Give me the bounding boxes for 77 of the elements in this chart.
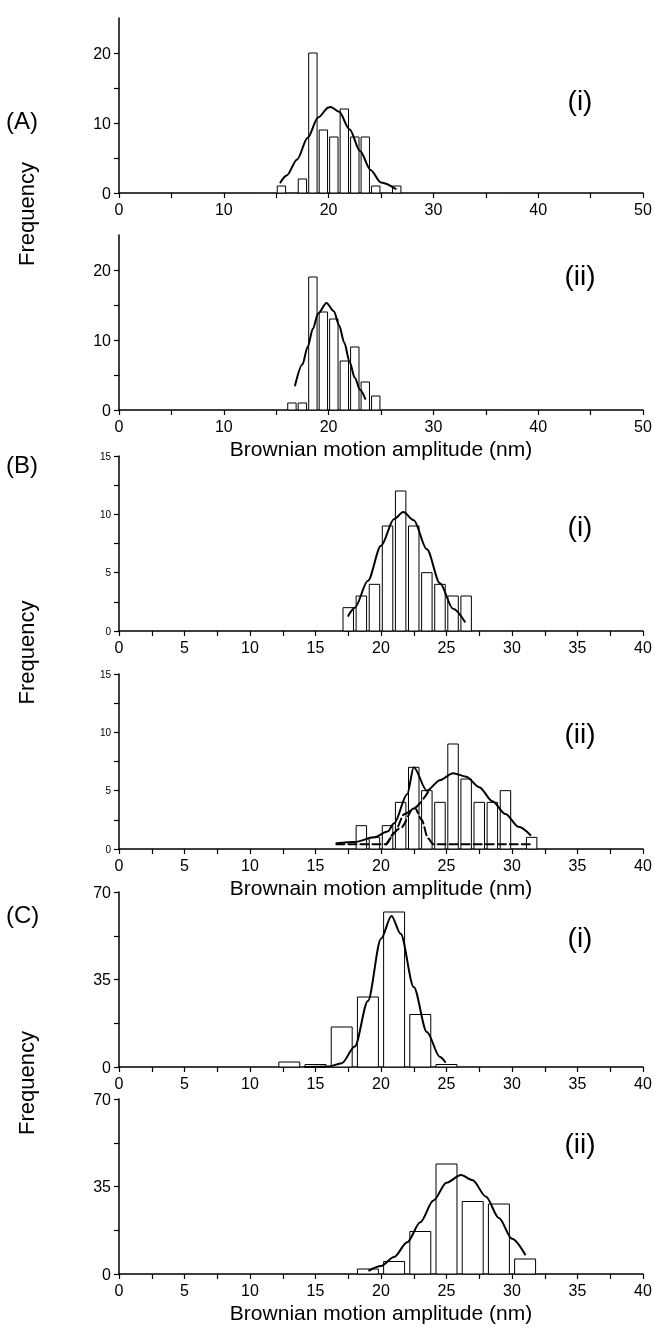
x-tick-label: 40 <box>634 1281 652 1299</box>
y-tick-label: 20 <box>93 261 112 279</box>
x-tick-label: 30 <box>424 417 443 435</box>
x-tick-label: 35 <box>568 638 587 656</box>
x-tick-label: 20 <box>372 1074 390 1092</box>
x-tick-label: 10 <box>214 417 233 435</box>
x-tick-label: 35 <box>568 1074 587 1092</box>
y-tick-label: 15 <box>99 450 112 462</box>
x-tick-label: 30 <box>503 1074 521 1092</box>
y-tick-label: 10 <box>93 114 112 132</box>
x-tick-label: 20 <box>319 200 338 218</box>
x-tick-label: 40 <box>529 417 548 435</box>
x-tick-label: 10 <box>241 856 259 874</box>
x-tick-label: 5 <box>180 1281 190 1299</box>
x-tick-label: 15 <box>306 638 325 656</box>
x-tick-label: 20 <box>372 638 390 656</box>
chart-title: (B) <box>6 450 38 478</box>
x-tick-label: 30 <box>503 638 521 656</box>
x-tick-label: 15 <box>306 1074 325 1092</box>
x-tick-label: 30 <box>503 1281 521 1299</box>
y-axis-title: Frequency <box>13 1031 39 1135</box>
x-tick-label: 35 <box>568 1281 587 1299</box>
x-axis-title: Brownian motion amplitude (nm) <box>229 1301 533 1324</box>
x-axis-title: Brownain motion amplitude (nm) <box>229 876 533 899</box>
x-tick-label: 50 <box>634 200 652 218</box>
y-tick-label: 70 <box>93 1090 112 1108</box>
y-tick-label: 35 <box>93 1178 112 1195</box>
x-tick-label: 25 <box>437 1281 456 1299</box>
annotation: (ii) <box>564 1127 596 1159</box>
x-tick-label: 5 <box>180 1074 190 1092</box>
x-tick-label: 25 <box>437 1074 456 1092</box>
x-tick-label: 15 <box>306 1281 325 1299</box>
chart-title: (C) <box>6 900 40 928</box>
y-tick-label: 0 <box>102 184 112 202</box>
x-tick-label: 30 <box>424 200 443 218</box>
x-tick-label: 15 <box>306 856 325 874</box>
y-tick-label: 0 <box>105 625 112 637</box>
y-tick-label: 70 <box>93 883 112 901</box>
x-tick-label: 5 <box>180 856 190 874</box>
y-tick-label: 15 <box>99 668 112 680</box>
y-tick-label: 0 <box>102 1058 112 1076</box>
annotation: (ii) <box>564 717 596 749</box>
annotation: (i) <box>567 84 593 116</box>
x-tick-label: 25 <box>437 856 456 874</box>
y-tick-label: 5 <box>105 785 112 797</box>
y-tick-label: 10 <box>93 331 112 349</box>
annotation: (i) <box>567 510 593 542</box>
x-tick-label: 35 <box>568 856 587 874</box>
x-tick-label: 40 <box>529 200 548 218</box>
y-tick-label: 35 <box>93 971 112 988</box>
y-tick-label: 0 <box>102 401 112 419</box>
annotation: (i) <box>567 921 593 953</box>
x-tick-label: 50 <box>634 417 652 435</box>
x-tick-label: 25 <box>437 638 456 656</box>
x-axis-title: Brownian motion amplitude (nm) <box>229 437 533 460</box>
x-tick-label: 10 <box>214 200 233 218</box>
y-axis-title: Frequency <box>13 600 39 705</box>
y-tick-label: 10 <box>99 508 112 520</box>
y-tick-label: 0 <box>105 843 112 855</box>
x-tick-label: 20 <box>372 856 390 874</box>
y-axis-title: Frequency <box>13 162 39 266</box>
x-tick-label: 30 <box>503 856 521 874</box>
x-tick-label: 40 <box>634 856 652 874</box>
x-tick-label: 20 <box>319 417 338 435</box>
y-tick-label: 10 <box>99 726 112 738</box>
y-tick-label: 5 <box>105 567 112 579</box>
x-tick-label: 40 <box>634 638 652 656</box>
text: (A) <box>6 106 38 134</box>
x-tick-label: 5 <box>180 638 190 656</box>
annotation: (ii) <box>564 259 596 291</box>
x-tick-label: 40 <box>634 1074 652 1092</box>
x-tick-label: 20 <box>372 1281 390 1299</box>
x-tick-label: 10 <box>241 1074 259 1092</box>
y-tick-label: 0 <box>102 1265 112 1283</box>
y-tick-label: 20 <box>93 44 112 62</box>
x-tick-label: 10 <box>241 638 259 656</box>
x-tick-label: 10 <box>241 1281 259 1299</box>
